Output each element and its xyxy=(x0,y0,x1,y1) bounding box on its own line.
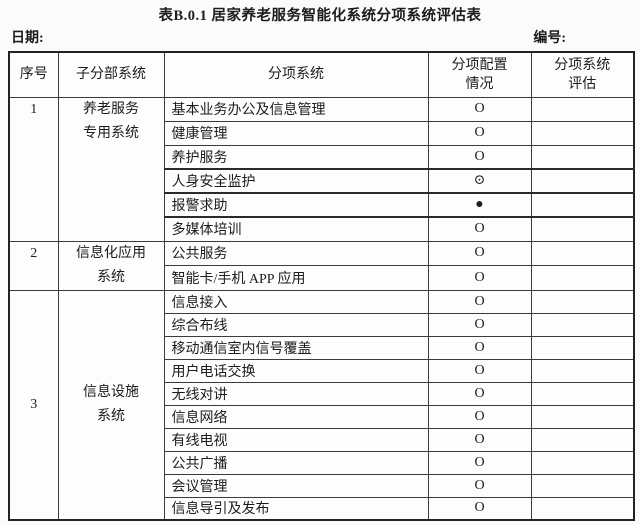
eval-cell xyxy=(530,404,635,429)
col-header-seq: 序号 xyxy=(8,51,59,98)
subitem-name: 信息接入 xyxy=(163,289,429,314)
subsystem-name: 信息设施 系统 xyxy=(57,289,165,521)
number-label: 编号: xyxy=(533,31,566,46)
subsystem-name: 养老服务 专用系统 xyxy=(57,96,165,242)
config-symbol: O xyxy=(427,496,532,521)
eval-cell xyxy=(530,473,635,498)
config-symbol: O xyxy=(427,473,532,498)
eval-cell xyxy=(530,192,635,218)
subitem-name: 综合布线 xyxy=(163,312,429,337)
config-symbol: O xyxy=(427,144,532,170)
subitem-name: 多媒体培训 xyxy=(163,216,429,242)
table-row: 无线对讲 O xyxy=(9,381,635,406)
subitem-name: 会议管理 xyxy=(163,473,429,498)
config-symbol: O xyxy=(427,289,532,314)
table-row: 报警求助 ● xyxy=(9,192,635,218)
table-row: 有线电视 O xyxy=(9,427,635,452)
meta-row: 日期: 编号: xyxy=(0,25,640,51)
subitem-name: 公共广播 xyxy=(163,450,429,475)
group-number: 1 xyxy=(8,96,59,242)
config-symbol: O xyxy=(427,96,532,122)
eval-cell xyxy=(530,450,635,475)
eval-cell xyxy=(530,289,635,314)
col-header-eval: 分项系统 评估 xyxy=(530,51,635,98)
config-symbol: O xyxy=(427,358,532,383)
table-row: 综合布线 O xyxy=(9,312,635,337)
config-symbol: ⊙ xyxy=(427,168,532,194)
table-row: 3 信息设施 系统 信息接入 O xyxy=(8,289,635,521)
eval-cell xyxy=(530,240,635,266)
eval-cell xyxy=(530,427,635,452)
config-symbol: O xyxy=(427,312,532,337)
subitem-name: 有线电视 xyxy=(163,427,429,452)
date-label: 日期: xyxy=(11,31,44,46)
table-row: 2 信息化应用 系统 公共服务 O xyxy=(8,240,635,291)
config-symbol: ● xyxy=(427,192,532,218)
subitem-name: 智能卡/手机 APP 应用 xyxy=(163,265,429,291)
col-header-subsystem: 子分部系统 xyxy=(57,51,165,98)
evaluation-table: 序号 子分部系统 分项系统 分项配置 情况 分项系统 评估 1 养老服务 专用系… xyxy=(8,51,635,521)
subitem-name: 用户电话交换 xyxy=(163,358,429,383)
config-symbol: O xyxy=(427,240,532,266)
page-title: 表B.0.1 居家养老服务智能化系统分项系统评估表 xyxy=(158,8,482,24)
table-row: 1 养老服务 专用系统 基本业务办公及信息管理 O xyxy=(8,96,635,242)
subitem-name: 公共服务 xyxy=(163,240,429,266)
subitem-name: 养护服务 xyxy=(163,144,429,170)
config-symbol: O xyxy=(427,335,532,360)
eval-cell xyxy=(530,265,635,291)
table-row: 信息导引及发布 O xyxy=(9,496,635,521)
table-row: 智能卡/手机 APP 应用 O xyxy=(9,265,635,291)
table-row: 健康管理 O xyxy=(9,120,635,146)
table-row: 公共广播 O xyxy=(9,450,635,475)
config-symbol: O xyxy=(427,381,532,406)
table-row: 移动通信室内信号覆盖 O xyxy=(9,335,635,360)
eval-cell xyxy=(530,496,635,521)
table-row: 多媒体培训 O xyxy=(9,216,635,242)
group-number: 2 xyxy=(8,240,59,291)
config-symbol: O xyxy=(427,427,532,452)
eval-cell xyxy=(530,358,635,383)
eval-cell xyxy=(530,381,635,406)
subitem-name: 移动通信室内信号覆盖 xyxy=(163,335,429,360)
subitem-name: 人身安全监护 xyxy=(163,168,429,194)
eval-cell xyxy=(530,168,635,194)
eval-cell xyxy=(530,120,635,146)
config-symbol: O xyxy=(427,120,532,146)
table-row: 人身安全监护 ⊙ xyxy=(9,168,635,194)
config-symbol: O xyxy=(427,404,532,429)
subitem-name: 信息网络 xyxy=(163,404,429,429)
eval-cell xyxy=(530,96,635,122)
subitem-name: 基本业务办公及信息管理 xyxy=(163,96,429,122)
eval-cell xyxy=(530,335,635,360)
config-symbol: O xyxy=(427,265,532,291)
eval-cell xyxy=(530,312,635,337)
header-row: 序号 子分部系统 分项系统 分项配置 情况 分项系统 评估 xyxy=(8,51,635,98)
group-number: 3 xyxy=(8,289,59,521)
subitem-name: 健康管理 xyxy=(163,120,429,146)
config-symbol: O xyxy=(427,216,532,242)
col-header-config: 分项配置 情况 xyxy=(427,51,532,98)
subsystem-name: 信息化应用 系统 xyxy=(57,240,165,291)
eval-cell xyxy=(530,144,635,170)
config-symbol: O xyxy=(427,450,532,475)
subitem-name: 无线对讲 xyxy=(163,381,429,406)
subitem-name: 信息导引及发布 xyxy=(163,496,429,521)
col-header-subitem: 分项系统 xyxy=(163,51,429,98)
eval-cell xyxy=(530,216,635,242)
subitem-name: 报警求助 xyxy=(163,192,429,218)
